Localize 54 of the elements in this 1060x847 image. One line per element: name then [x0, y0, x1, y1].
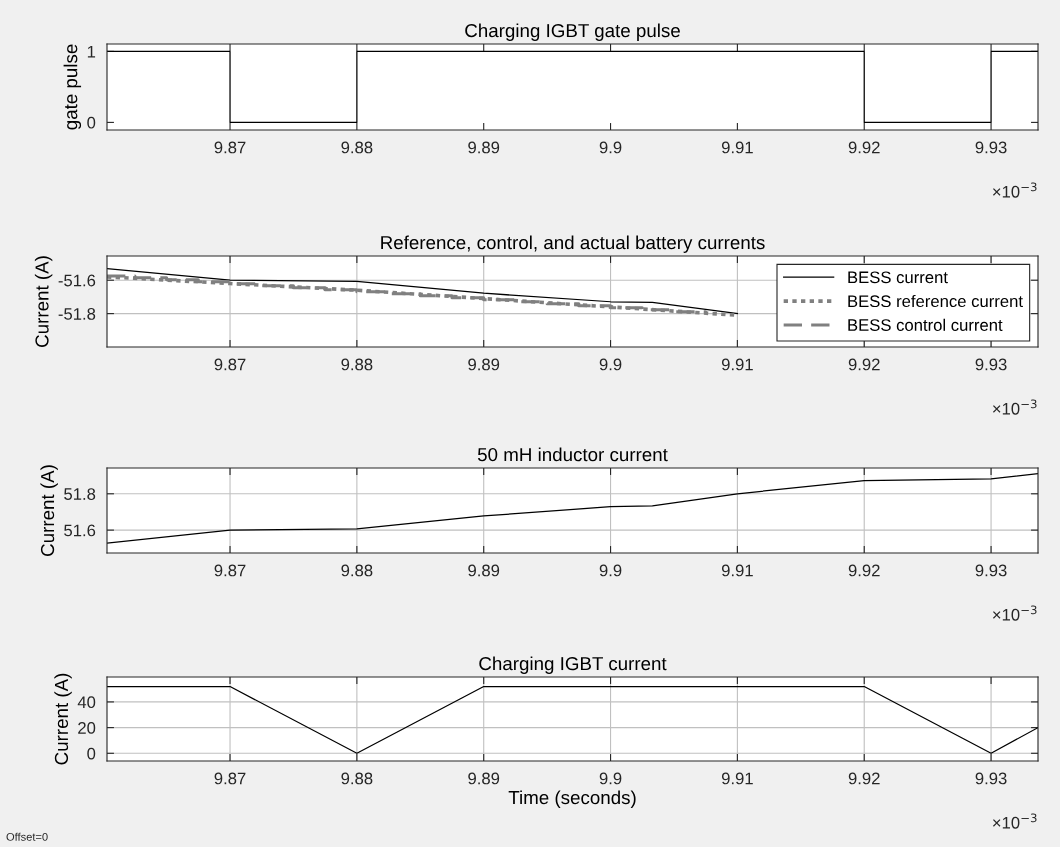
x-tick-label: 9.9	[599, 358, 622, 371]
text: Offset=0	[6, 832, 48, 841]
legend-label: BESS control current	[848, 318, 1003, 331]
chart-title: 50 mH inductor current	[477, 447, 668, 462]
x-tick-label: 9.9	[599, 772, 622, 785]
text: ×10$^{−3}$	[992, 605, 1037, 621]
x-tick-label: 9.91	[721, 358, 753, 371]
x-tick-label: 9.87	[214, 564, 246, 577]
y-axis-title: Current (A)	[40, 465, 58, 556]
legend-label: BESS reference current	[848, 294, 1023, 308]
x-tick-label: 9.92	[848, 564, 880, 577]
x-tick-label: 9.89	[468, 358, 500, 371]
x-tick-label: 9.88	[341, 141, 373, 154]
x-tick-label: 9.89	[468, 564, 500, 577]
x-tick-label: 9.89	[468, 772, 500, 785]
x-tick-label: 9.91	[721, 772, 753, 785]
text: ×10$^{−3}$	[992, 182, 1037, 198]
x-tick-label: 9.93	[975, 358, 1007, 371]
y-axis-title: gate pulse	[63, 44, 82, 130]
x-tick-label: 9.91	[721, 564, 753, 577]
x-tick-label: 9.88	[341, 564, 373, 577]
x-tick-label: 9.93	[975, 141, 1007, 154]
x-tick-label: 9.9	[599, 141, 622, 154]
y-tick-label: 1	[87, 45, 96, 58]
text: ×10$^{−3}$	[992, 399, 1037, 415]
y-tick-label: 20	[78, 722, 96, 734]
x-tick-label: 9.9	[599, 564, 622, 577]
x-tick-label: 9.92	[848, 772, 880, 785]
chart-title: Charging IGBT gate pulse	[465, 23, 680, 41]
x-tick-label: 9.88	[341, 772, 373, 785]
x-tick-label: 9.87	[214, 772, 246, 785]
x-axis-title: Time (seconds)	[508, 790, 636, 808]
y-tick-label: 51.8	[64, 488, 96, 500]
y-tick-label: -51.8	[58, 308, 96, 320]
legend-label: BESS current	[848, 271, 948, 284]
x-tick-label: 9.93	[975, 564, 1007, 577]
y-axis-title: Current (A)	[54, 673, 72, 765]
y-tick-label: 0	[87, 116, 96, 129]
x-tick-label: 9.92	[848, 358, 880, 371]
y-tick-label: 51.6	[64, 524, 96, 537]
y-tick-label: -51.6	[58, 274, 96, 287]
x-tick-label: 9.89	[468, 141, 500, 154]
y-tick-label: 40	[77, 696, 96, 709]
x-tick-label: 9.93	[975, 772, 1007, 785]
chart-title: Charging IGBT current	[479, 656, 667, 674]
x-tick-label: 9.92	[848, 141, 880, 154]
x-tick-label: 9.87	[214, 358, 246, 371]
x-tick-label: 9.87	[214, 141, 246, 154]
y-tick-label: 0	[87, 747, 96, 760]
chart-title: Reference, control, and actual battery currents	[381, 235, 765, 253]
y-axis-title: Current (A)	[34, 256, 53, 347]
x-tick-label: 9.88	[341, 358, 373, 371]
x-tick-label: 9.91	[721, 141, 753, 154]
text: ×10$^{−3}$	[992, 813, 1037, 829]
